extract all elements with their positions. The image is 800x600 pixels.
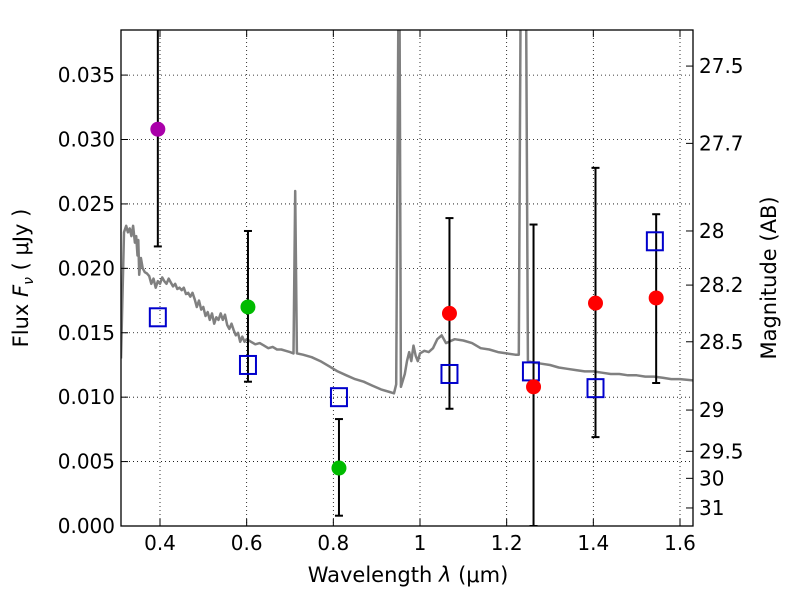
y-tick-label: 0.015 <box>58 321 115 345</box>
observed-photometry-point <box>240 299 256 315</box>
ticks: 0.4 0.6 0.8 1 1.2 1.4 1.6 0.000 0.005 0.010 0.015 0… <box>58 30 744 555</box>
observed-photometry-point <box>588 295 603 311</box>
model-photometry-square <box>440 363 459 384</box>
y2-tick-label: 28 <box>699 219 724 243</box>
model-spectrum-line <box>121 30 693 395</box>
x-tick-label: 1.2 <box>491 531 523 555</box>
x-tick-label: 0.8 <box>317 531 349 555</box>
observed-photometry-point <box>441 305 457 321</box>
grid-lines <box>121 30 693 527</box>
y2-tick-label: 28.2 <box>699 273 744 297</box>
model-photometry-square <box>238 354 257 375</box>
observed-photometry-point <box>648 290 664 306</box>
observed-photometry-point <box>331 460 347 476</box>
y-tick-label: 0.030 <box>58 128 115 152</box>
data-layer <box>121 30 693 526</box>
y-axis-title: Flux Fν ( μJy ) <box>9 209 37 348</box>
y2-axis-title: Magnitude (AB) <box>757 196 781 359</box>
x-tick-label: 1.4 <box>577 531 609 555</box>
y-tick-label: 0.005 <box>58 450 115 474</box>
model-photometry-square <box>148 307 167 328</box>
y2-tick-label: 29.5 <box>699 439 744 463</box>
y2-tick-label: 27.5 <box>699 54 744 78</box>
y2-tick-label: 27.7 <box>699 131 744 155</box>
x-tick-label: 1.6 <box>664 531 696 555</box>
x-axis-title: Wavelength λ (μm) <box>308 563 509 587</box>
y-tick-label: 0.000 <box>58 514 115 538</box>
plot-frame <box>120 29 694 527</box>
y-tick-label: 0.020 <box>58 256 115 280</box>
model-photometry-square <box>329 387 348 408</box>
y2-tick-label: 30 <box>699 466 724 490</box>
y2-tick-label: 28.5 <box>699 330 744 354</box>
x-tick-label: 1 <box>414 531 427 555</box>
model-photometry-square <box>521 361 540 382</box>
x-tick-label: 0.6 <box>231 531 263 555</box>
y-tick-label: 0.025 <box>58 192 115 216</box>
y-tick-label: 0.035 <box>58 63 115 87</box>
observed-photometry-point <box>526 379 542 395</box>
observed-photometry-point <box>150 121 166 137</box>
y2-tick-label: 31 <box>699 496 724 520</box>
y-tick-label: 0.010 <box>58 385 115 409</box>
model-photometry-square <box>586 378 605 399</box>
x-tick-label: 0.4 <box>144 531 176 555</box>
y2-tick-label: 29 <box>699 398 724 422</box>
model-photometry-square <box>645 231 664 252</box>
